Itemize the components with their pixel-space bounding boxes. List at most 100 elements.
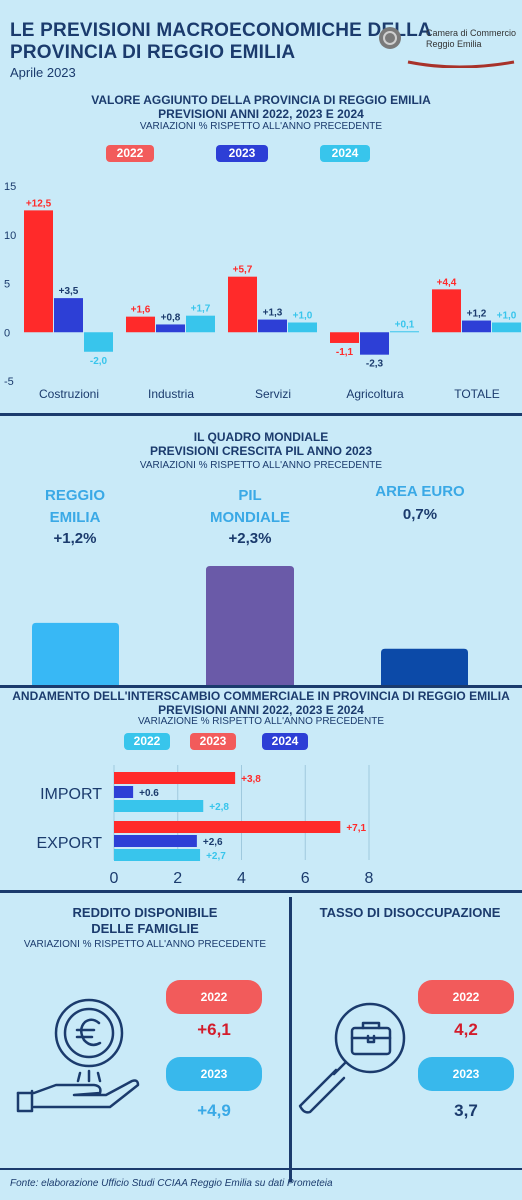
- bar-2023-costruzioni: [54, 298, 83, 333]
- chamber-logo: Camera di Commercio Reggio Emilia: [378, 24, 518, 69]
- data-label: +3,5: [59, 286, 79, 297]
- data-label: -1,1: [336, 347, 354, 358]
- pil-mondiale-value: +2,3%: [228, 530, 272, 547]
- page-title: LE PREVISIONI MACROECONOMICHE DELLA PROV…: [10, 20, 432, 64]
- divider-2: [0, 685, 522, 688]
- y-tick-label: 5: [4, 279, 10, 291]
- data-label: +0.6: [139, 788, 159, 799]
- data-label: +2,8: [209, 802, 229, 813]
- disocc-2023-value: 3,7: [454, 1101, 478, 1120]
- data-label: +12,5: [26, 198, 52, 209]
- pil-reggio-label: REGGIO EMILIA: [15, 485, 135, 529]
- pil-mondiale-label: PIL MONDIALE: [190, 485, 310, 529]
- x-tick-label: Costruzioni: [39, 387, 99, 401]
- legend1-2023: 2023: [216, 145, 268, 162]
- reddito-2023-value: +4,9: [197, 1101, 231, 1120]
- reddito-subtitle: VARIAZIONI % RISPETTO ALL'ANNO PRECEDENT…: [23, 939, 267, 950]
- source-footer: Fonte: elaborazione Ufficio Studi CCIAA …: [10, 1178, 333, 1189]
- x-tick-label: TOTALE: [454, 387, 500, 401]
- pil-euro-label: AREA EURO: [375, 483, 465, 500]
- trade-bar-2024-export: [114, 835, 197, 847]
- section3-title-line1: ANDAMENTO DELL'INTERSCAMBIO COMMERCIALE …: [12, 689, 510, 703]
- data-label: +3,8: [241, 774, 261, 785]
- x-tick-label: Servizi: [255, 387, 291, 401]
- data-label: +1,6: [131, 305, 151, 316]
- pil-chart: [32, 566, 468, 685]
- data-label: +2,6: [203, 837, 223, 848]
- y-tick-label: -5: [4, 376, 14, 388]
- pil-reggio-value: +1,2%: [53, 530, 97, 547]
- disocc-2022-value: 4,2: [454, 1020, 478, 1039]
- x-tick-label: 4: [237, 870, 246, 887]
- divider-vertical: [289, 897, 292, 1182]
- bar-2023-agricoltura: [360, 332, 389, 355]
- trade-bar-2022-import: [114, 800, 204, 812]
- bar-2022-industria: [126, 316, 155, 333]
- pil-reggio-label-line1: REGGIO: [44, 487, 105, 504]
- bar-2023-totale: [462, 320, 491, 333]
- y-tick-label: 10: [4, 230, 16, 242]
- data-label: +7,1: [346, 823, 366, 834]
- x-tick-label: 2: [173, 870, 182, 887]
- trade-chart: 0 2 4 6 8 IMPORT +3,8 +0.6 +2,8 EXPORT +7,1 +2,6 +2,…: [37, 765, 374, 887]
- value-added-chart: 15 10 5 0 -5 +12,5 +3,5 -2,0 Costruzioni +1,6 +0,8…: [4, 181, 521, 401]
- reddito-2023-badge: 2023: [166, 1057, 262, 1091]
- x-tick-label: Industria: [148, 387, 194, 401]
- bar-2022-costruzioni: [24, 210, 53, 333]
- chamber-emblem-icon: [379, 27, 515, 69]
- bar-2024-totale: [492, 322, 521, 333]
- page-title-line1: LE PREVISIONI MACROECONOMICHE DELLA: [10, 20, 432, 41]
- divider-4: [0, 1168, 522, 1170]
- section2-subtitle: VARIAZIONI % RISPETTO ALL'ANNO PRECEDENT…: [139, 460, 383, 471]
- reddito-title-line1: REDDITO DISPONIBILE: [72, 905, 218, 920]
- pil-bar-2: [381, 648, 468, 685]
- legend1-2022: 2022: [106, 145, 154, 162]
- bar-2022-agricoltura: [330, 332, 359, 343]
- pil-mondiale-label-line2: MONDIALE: [210, 509, 290, 526]
- y-tick-label: EXPORT: [37, 835, 103, 852]
- reddito-2022-value: +6,1: [197, 1020, 231, 1039]
- section1-title-line1: VALORE AGGIUNTO DELLA PROVINCIA DI REGGI…: [91, 93, 431, 107]
- x-tick-label: 6: [301, 870, 310, 887]
- section3-title: ANDAMENTO DELL'INTERSCAMBIO COMMERCIALE …: [0, 689, 522, 717]
- section1-subtitle: VARIAZIONI % RISPETTO ALL'ANNO PRECEDENT…: [139, 121, 383, 132]
- bar-2024-costruzioni: [84, 332, 113, 352]
- bar-2024-industria: [186, 315, 215, 333]
- reddito-title: REDDITO DISPONIBILE DELLE FAMIGLIE: [20, 905, 270, 937]
- data-label: +4,4: [437, 277, 457, 288]
- section2-title-line1: IL QUADRO MONDIALE: [193, 430, 329, 444]
- section2-title: IL QUADRO MONDIALE PREVISIONI CRESCITA P…: [0, 430, 522, 458]
- data-label: +1,0: [293, 311, 313, 322]
- data-label: +2,7: [206, 851, 226, 862]
- trade-bar-2022-export: [114, 849, 201, 861]
- pil-reggio-label-line2: EMILIA: [49, 509, 101, 526]
- pil-euro-value: 0,7%: [402, 506, 438, 523]
- divider-1: [0, 413, 522, 416]
- section1-title: VALORE AGGIUNTO DELLA PROVINCIA DI REGGI…: [0, 93, 522, 121]
- pil-bar-0: [32, 622, 119, 685]
- data-label: +1,2: [467, 309, 487, 320]
- data-label: +1,3: [263, 308, 283, 319]
- section1-title-line2: PREVISIONI ANNI 2022, 2023 E 2024: [158, 107, 364, 121]
- y-tick-label: IMPORT: [40, 786, 102, 803]
- bar-2023-servizi: [258, 319, 287, 333]
- bar-2023-industria: [156, 324, 185, 333]
- x-tick-label: 8: [365, 870, 374, 887]
- report-date: Aprile 2023: [10, 65, 76, 80]
- pil-bar-1: [206, 566, 294, 685]
- data-label: +5,7: [233, 265, 253, 276]
- x-tick-label: Agricoltura: [346, 387, 404, 401]
- y-tick-label: 0: [4, 327, 10, 339]
- pil-mondiale-label-line1: PIL: [238, 487, 262, 504]
- logo-text-line2: Reggio Emilia: [426, 39, 482, 49]
- disocc-2022-badge: 2022: [418, 980, 514, 1014]
- legend3-2023: 2023: [190, 733, 236, 750]
- magnifier-briefcase-icon: [298, 1002, 406, 1114]
- bar-2022-servizi: [228, 276, 257, 333]
- x-tick-label: 0: [110, 870, 119, 887]
- legend3-2024: 2024: [262, 733, 308, 750]
- section3-subtitle: VARIAZIONE % RISPETTO ALL'ANNO PRECEDENT…: [137, 716, 385, 727]
- trade-bar-2023-export: [114, 821, 341, 833]
- trade-bar-2024-import: [114, 786, 134, 798]
- disocc-title: TASSO DI DISOCCUPAZIONE: [319, 905, 501, 920]
